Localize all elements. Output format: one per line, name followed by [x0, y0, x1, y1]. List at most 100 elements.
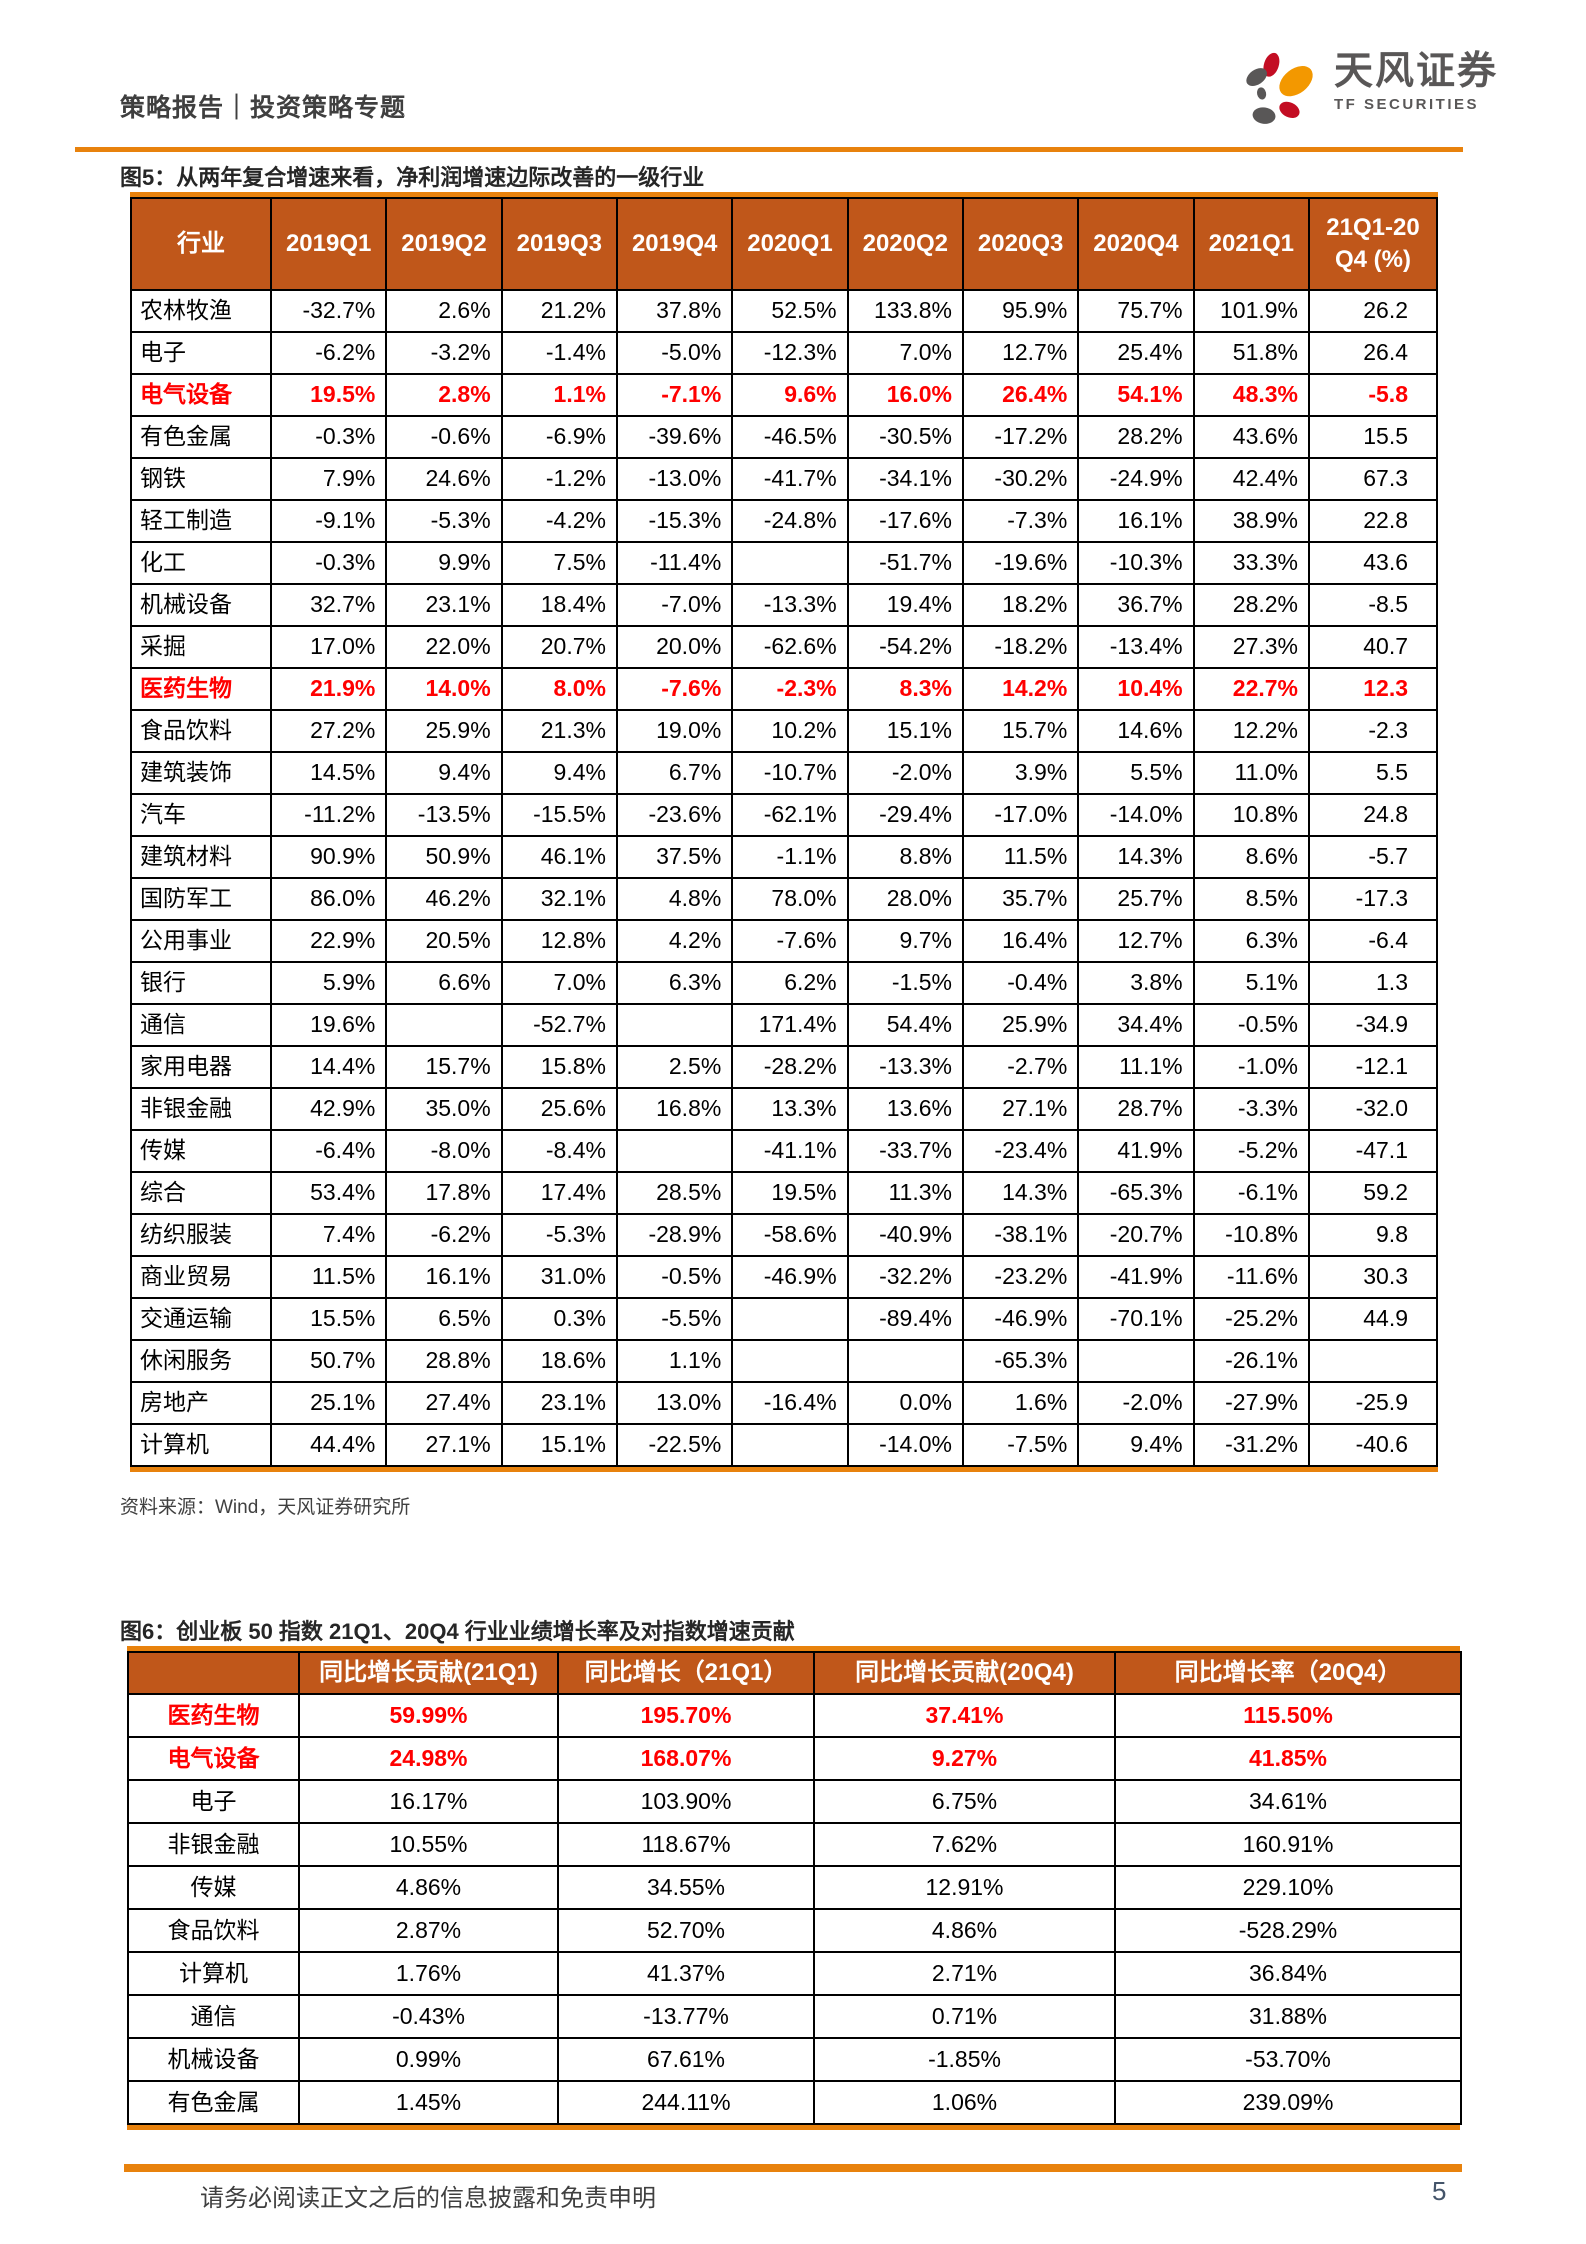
- table-cell: -0.5%: [1192, 1003, 1311, 1047]
- table-cell: 41.9%: [1077, 1129, 1195, 1173]
- table-cell: 13.0%: [615, 1381, 734, 1425]
- table-cell: 16.0%: [846, 373, 964, 417]
- table-cell: -23.2%: [961, 1255, 1080, 1299]
- table-cell: 43.6: [1308, 541, 1438, 585]
- table-cell: -1.4%: [500, 331, 618, 375]
- table-cell: -32.7%: [269, 289, 388, 333]
- table-cell: 41.85%: [1114, 1736, 1462, 1781]
- table-cell: 23.1%: [385, 583, 503, 627]
- table-cell: -17.2%: [961, 415, 1080, 459]
- table-cell: 4.86%: [813, 1908, 1116, 1953]
- table-cell: -15.5%: [500, 793, 618, 837]
- column-header: 2020Q4: [1077, 197, 1195, 291]
- industry-label: 有色金属: [130, 415, 272, 459]
- table-cell: -5.5%: [615, 1297, 734, 1341]
- table-cell: 34.4%: [1077, 1003, 1195, 1047]
- column-header: 2020Q2: [846, 197, 964, 291]
- table-cell: 90.9%: [269, 835, 388, 879]
- table-cell: 15.7%: [961, 709, 1080, 753]
- table-cell: 42.9%: [269, 1087, 388, 1131]
- table-cell: 14.4%: [269, 1045, 388, 1089]
- table-cell: 16.17%: [298, 1779, 559, 1824]
- table-cell: 59.99%: [298, 1693, 559, 1738]
- footer-divider: [124, 2164, 1462, 2172]
- table-cell: 38.9%: [1192, 499, 1311, 543]
- table-cell: 1.3: [1308, 961, 1438, 1005]
- industry-label: 机械设备: [127, 2037, 300, 2082]
- table-cell: 17.0%: [269, 625, 388, 669]
- table-cell: -32.2%: [846, 1255, 964, 1299]
- column-header: 同比增长贡献(21Q1): [298, 1651, 559, 1695]
- table-cell: -41.1%: [731, 1129, 849, 1173]
- table-cell: 48.3%: [1192, 373, 1311, 417]
- table-cell: -8.4%: [500, 1129, 618, 1173]
- figure5-title: 图5：从两年复合增速来看，净利润增速边际改善的一级行业: [120, 165, 705, 190]
- table-cell: 16.4%: [961, 919, 1080, 963]
- table-row: 通信 -0.43% -13.77% 0.71% 31.88%: [127, 1994, 1462, 2039]
- table-cell: -62.6%: [731, 625, 849, 669]
- table-cell: 25.9%: [961, 1003, 1080, 1047]
- table-cell: -0.6%: [385, 415, 503, 459]
- table-cell: 5.5%: [1077, 751, 1195, 795]
- table-cell: 35.7%: [961, 877, 1080, 921]
- table-cell: 13.3%: [731, 1087, 849, 1131]
- table-cell: -7.5%: [961, 1423, 1080, 1467]
- table-cell: 8.5%: [1192, 877, 1311, 921]
- table-cell: -0.3%: [269, 415, 388, 459]
- tf-securities-logo: 天风证券 TF SECURITIES: [1246, 50, 1498, 132]
- table-cell: 19.0%: [615, 709, 734, 753]
- table-cell: 10.4%: [1077, 667, 1195, 711]
- table-cell: 21.2%: [500, 289, 618, 333]
- table-cell: 11.3%: [846, 1171, 964, 1215]
- figure6-title: 图6：创业板 50 指数 21Q1、20Q4 行业业绩增长率及对指数增速贡献: [120, 1619, 795, 1644]
- table-cell: -13.3%: [846, 1045, 964, 1089]
- table-cell: -3.2%: [385, 331, 503, 375]
- industry-label: 休闲服务: [130, 1339, 272, 1383]
- table-cell: -1.0%: [1192, 1045, 1311, 1089]
- table-cell: 101.9%: [1192, 289, 1311, 333]
- table-cell: 17.8%: [385, 1171, 503, 1215]
- table-cell: 32.1%: [500, 877, 618, 921]
- industry-label: 电子: [127, 1779, 300, 1824]
- table-cell: -30.2%: [961, 457, 1080, 501]
- table-cell: -5.7: [1308, 835, 1438, 879]
- industry-label: 机械设备: [130, 583, 272, 627]
- table-cell: 20.0%: [615, 625, 734, 669]
- table-cell: 52.70%: [557, 1908, 815, 1953]
- table-cell: -1.85%: [813, 2037, 1116, 2082]
- table-cell: 2.87%: [298, 1908, 559, 1953]
- industry-label: 计算机: [127, 1951, 300, 1996]
- table-cell: 32.7%: [269, 583, 388, 627]
- table-cell: 4.2%: [615, 919, 734, 963]
- table-cell: -46.5%: [731, 415, 849, 459]
- table-cell: 27.4%: [385, 1381, 503, 1425]
- table-cell: 9.9%: [385, 541, 503, 585]
- table-cell: 14.3%: [1077, 835, 1195, 879]
- table-cell: 35.0%: [385, 1087, 503, 1131]
- industry-label: 国防军工: [130, 877, 272, 921]
- table-row: 非银金融 42.9% 35.0% 25.6% 16.8% 13.3% 13.6% 27.1% 2…: [130, 1087, 1438, 1131]
- table-cell: 5.5: [1308, 751, 1438, 795]
- table-cell: -41.9%: [1077, 1255, 1195, 1299]
- table-cell: -2.0%: [1077, 1381, 1195, 1425]
- table-cell: 0.71%: [813, 1994, 1116, 2039]
- table-cell: 36.7%: [1077, 583, 1195, 627]
- table-row: 医药生物 59.99% 195.70% 37.41% 115.50%: [127, 1693, 1462, 1738]
- table-cell: 17.4%: [500, 1171, 618, 1215]
- table-cell: -46.9%: [961, 1297, 1080, 1341]
- table-row: 食品饮料 27.2% 25.9% 21.3% 19.0% 10.2% 15.1% 15.7% 1…: [130, 709, 1438, 753]
- table-cell: -65.3%: [1077, 1171, 1195, 1215]
- table-cell: 19.6%: [269, 1003, 388, 1047]
- industry-label: 非银金融: [130, 1087, 272, 1131]
- table-cell: 118.67%: [557, 1822, 815, 1867]
- table-cell: 25.9%: [385, 709, 503, 753]
- table-cell: -16.4%: [731, 1381, 849, 1425]
- table-cell: -28.9%: [615, 1213, 734, 1257]
- table-cell: 78.0%: [731, 877, 849, 921]
- table-cell: 6.75%: [813, 1779, 1116, 1824]
- table-cell: 11.0%: [1192, 751, 1311, 795]
- table-cell: 46.2%: [385, 877, 503, 921]
- industry-label: 医药生物: [127, 1693, 300, 1738]
- table-cell: 6.6%: [385, 961, 503, 1005]
- table-cell: -24.8%: [731, 499, 849, 543]
